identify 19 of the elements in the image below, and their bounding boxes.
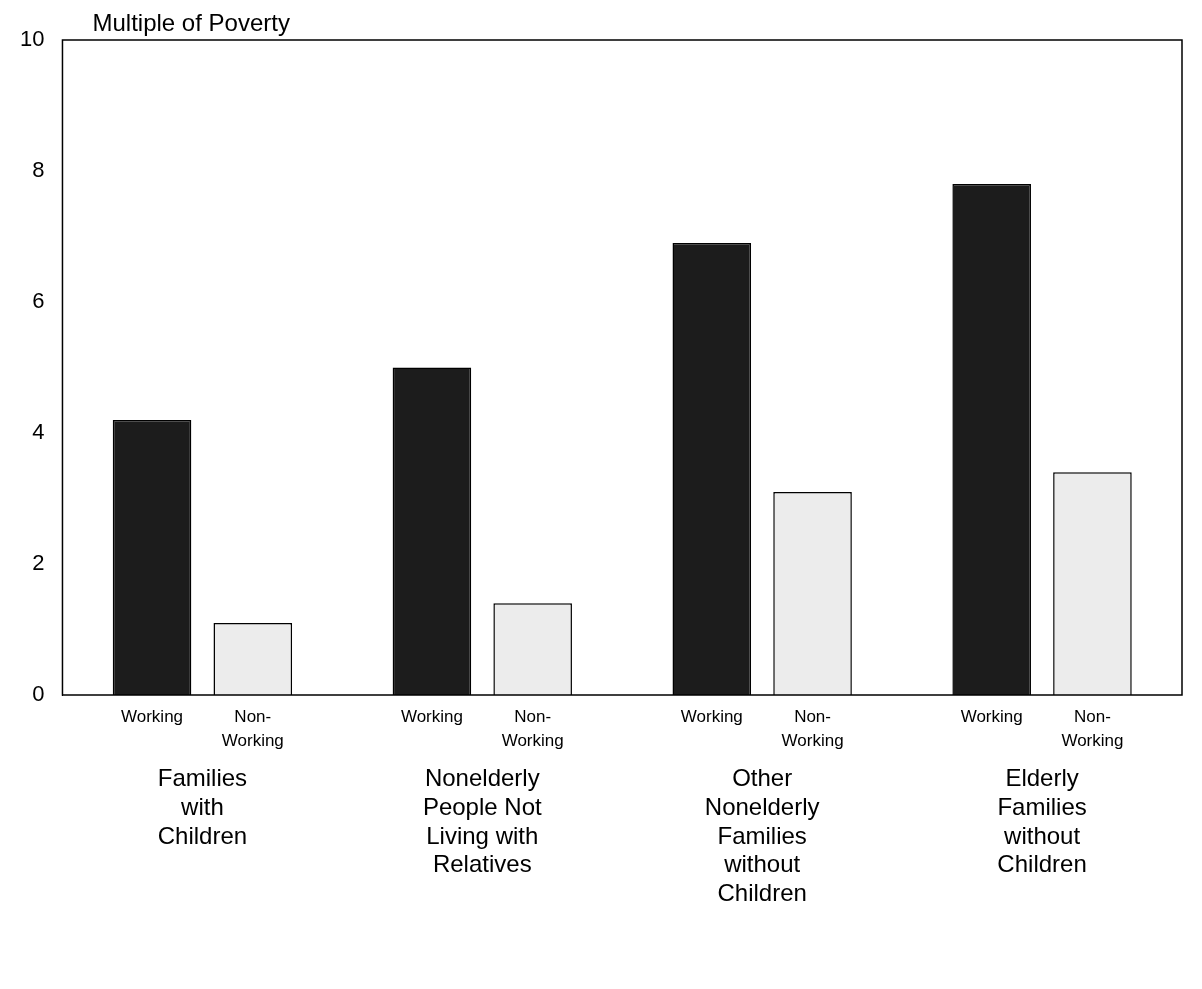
y-axis-title: Multiple of Poverty [92,8,290,36]
text: Working [960,707,1023,727]
text: Working [400,707,463,727]
y-tick-label: 10 [19,26,45,52]
x-tick-label: Families with Children [157,764,248,849]
y-tick-label: 6 [32,288,45,314]
y-tick-label: 2 [32,550,45,576]
text: Non-Working [1061,707,1124,751]
y-tick-label: 8 [32,157,45,183]
series-label: Non-Working [221,707,284,751]
text: Non-Working [501,707,564,751]
x-tick-label: Elderly Families without Children [997,764,1087,878]
y-tick-label: 4 [32,419,45,445]
x-tick-label: Nonelderly People Not Living with Relatives [422,764,542,878]
x-tick-label: Other Nonelderly Families without Children [704,764,820,907]
text: Working [680,707,743,727]
y-tick-label: 0 [32,681,45,707]
text: Non-Working [781,707,844,751]
series-label: Working [121,707,184,727]
